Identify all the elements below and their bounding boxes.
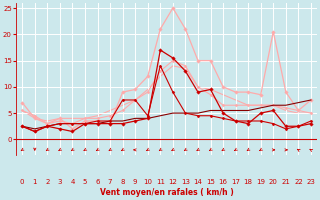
X-axis label: Vent moyen/en rafales ( km/h ): Vent moyen/en rafales ( km/h ) — [100, 188, 234, 197]
